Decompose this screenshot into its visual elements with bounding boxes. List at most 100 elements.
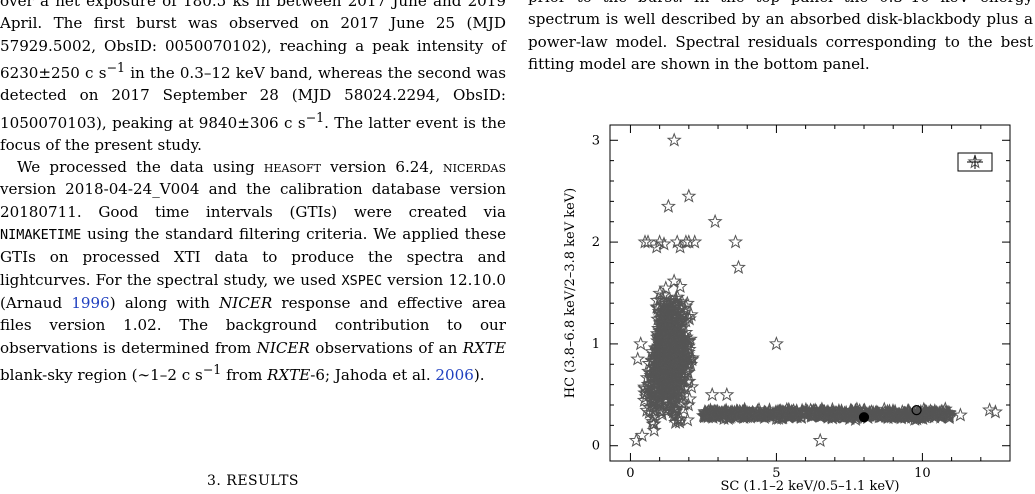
scatter-point-cloud [657, 315, 673, 331]
scatter-point-cloud [640, 376, 656, 391]
scatter-point [812, 432, 828, 448]
scatter-point-branch [814, 406, 830, 421]
mission-name: RXTE [462, 338, 506, 357]
scatter-point-branch [773, 405, 789, 420]
text-span: from [221, 365, 268, 384]
scatter-point [768, 335, 784, 351]
scatter-point-cloud [668, 326, 684, 341]
software-name: heasoft [263, 158, 321, 177]
scatter-point-cloud [667, 293, 683, 308]
scatter-point-cloud [668, 386, 684, 402]
scatter-point [728, 234, 744, 249]
text-span: in the 0.3–12 keV band, whereas the seco… [0, 63, 506, 132]
scatter-point-branch [758, 405, 774, 421]
x-tick-label: 10 [914, 466, 931, 481]
paragraph-observations: over a net exposure of 180.5 ks in betwe… [0, 0, 506, 156]
scatter-point-cloud [644, 353, 660, 368]
scatter-point-cloud [668, 400, 684, 415]
citation-link[interactable]: 2006 [435, 365, 474, 384]
text-span: version 6.24, [320, 158, 444, 177]
scatter-point-branch [753, 408, 769, 423]
burst-point-open [911, 404, 922, 416]
plot-marks [628, 132, 1003, 448]
left-text-column: over a net exposure of 180.5 ks in betwe… [0, 0, 506, 386]
scatter-point-cloud [639, 402, 655, 417]
scatter-point-branch [838, 405, 854, 420]
citation-link[interactable]: 1996 [71, 293, 110, 312]
scatter-point-cloud [652, 392, 668, 407]
y-tick-label: 0 [592, 439, 600, 454]
scatter-point-cloud [649, 396, 665, 411]
scatter-point-cloud [673, 313, 689, 329]
section-heading: 3. RESULTS [0, 473, 506, 489]
y-tick-label: 2 [592, 235, 600, 250]
scatter-point-cloud [645, 413, 661, 429]
scatter-point [719, 386, 735, 402]
scatter-point-branch [924, 405, 940, 420]
text-span: . The latter event is the focus of the p… [0, 113, 506, 154]
scatter-point [687, 234, 703, 249]
section-title: RESULTS [226, 473, 300, 489]
text-span: response and effective area files versio… [0, 293, 506, 357]
scatter-point [672, 239, 688, 254]
scatter-point [634, 427, 650, 442]
scatter-point-branch [708, 408, 724, 424]
scatter-point-branch [789, 406, 805, 422]
scatter-point-cloud [680, 396, 696, 412]
scatter-point-cloud [681, 351, 697, 366]
burst-point-filled [858, 412, 870, 423]
scatter-point-cloud [666, 302, 682, 318]
scatter-point-cloud [654, 331, 671, 347]
scatter-point-cloud [644, 370, 660, 386]
scatter-point-cloud [653, 373, 669, 389]
scatter-point-branch [695, 407, 712, 423]
scatter-point-cloud [670, 410, 686, 426]
scatter-point [660, 198, 676, 213]
scatter-point [952, 407, 968, 422]
text-span: version 12.10.0 (Arnaud [0, 270, 507, 312]
scatter-point-cloud [644, 368, 660, 383]
scatter-point-cloud [658, 305, 674, 321]
scatter-point-cloud [656, 324, 672, 339]
scatter-point [987, 404, 1003, 419]
scatter-plot: 0 5 10 0 1 2 3 SC (1.1–2 keV/0.5–1.1 keV) HC (… [563, 124, 1011, 494]
superscript: −1 [202, 361, 222, 377]
text-span: We processed the data using [17, 158, 264, 177]
scatter-point [630, 351, 646, 366]
scatter-point-cloud [658, 280, 674, 295]
section-number: 3. [206, 473, 222, 489]
scatter-point-cloud [665, 353, 681, 368]
scatter-point-branch [758, 408, 774, 423]
scatter-point-branch [871, 408, 887, 424]
text-span: observations of an [309, 338, 463, 357]
scatter-point [707, 213, 723, 229]
scatter-point-cloud [679, 374, 696, 389]
scatter-point-branch [726, 406, 742, 421]
y-axis-label: HC (3.8–6.8 keV/2–3.8 keV keV) [563, 188, 578, 399]
scatter-point-branch [834, 405, 850, 420]
text-span: version 2018-04-24_V004 and the calibrat… [0, 180, 506, 221]
mission-name: NICER [256, 338, 310, 357]
scatter-point [681, 188, 697, 203]
scatter-point [730, 259, 746, 274]
scatter-point-cloud [637, 380, 653, 396]
text-span: ). [473, 365, 485, 384]
scatter-point-cloud [666, 273, 682, 288]
scatter-point [640, 234, 656, 249]
plot-frame [609, 124, 1011, 462]
scatter-point-cloud [674, 294, 690, 309]
scatter-point-cloud [653, 347, 669, 362]
mission-name: NICER [219, 293, 273, 312]
scatter-point-branch [775, 409, 791, 425]
text-span: using the standard filtering criteria. W… [0, 225, 506, 289]
scatter-point-branch [793, 409, 809, 425]
text-span: -6; Jahoda et al. [310, 365, 436, 384]
text-span: over a net exposure of 180.5 ks in betwe… [0, 0, 506, 82]
scatter-point-branch [782, 408, 798, 423]
scatter-point-cloud [669, 360, 685, 375]
scatter-point-cloud [678, 298, 694, 313]
plot-axes: 0 5 10 0 1 2 3 [592, 125, 1010, 481]
scatter-point-cloud [660, 342, 676, 358]
scatter-point [633, 335, 649, 351]
scatter-point [704, 386, 720, 402]
